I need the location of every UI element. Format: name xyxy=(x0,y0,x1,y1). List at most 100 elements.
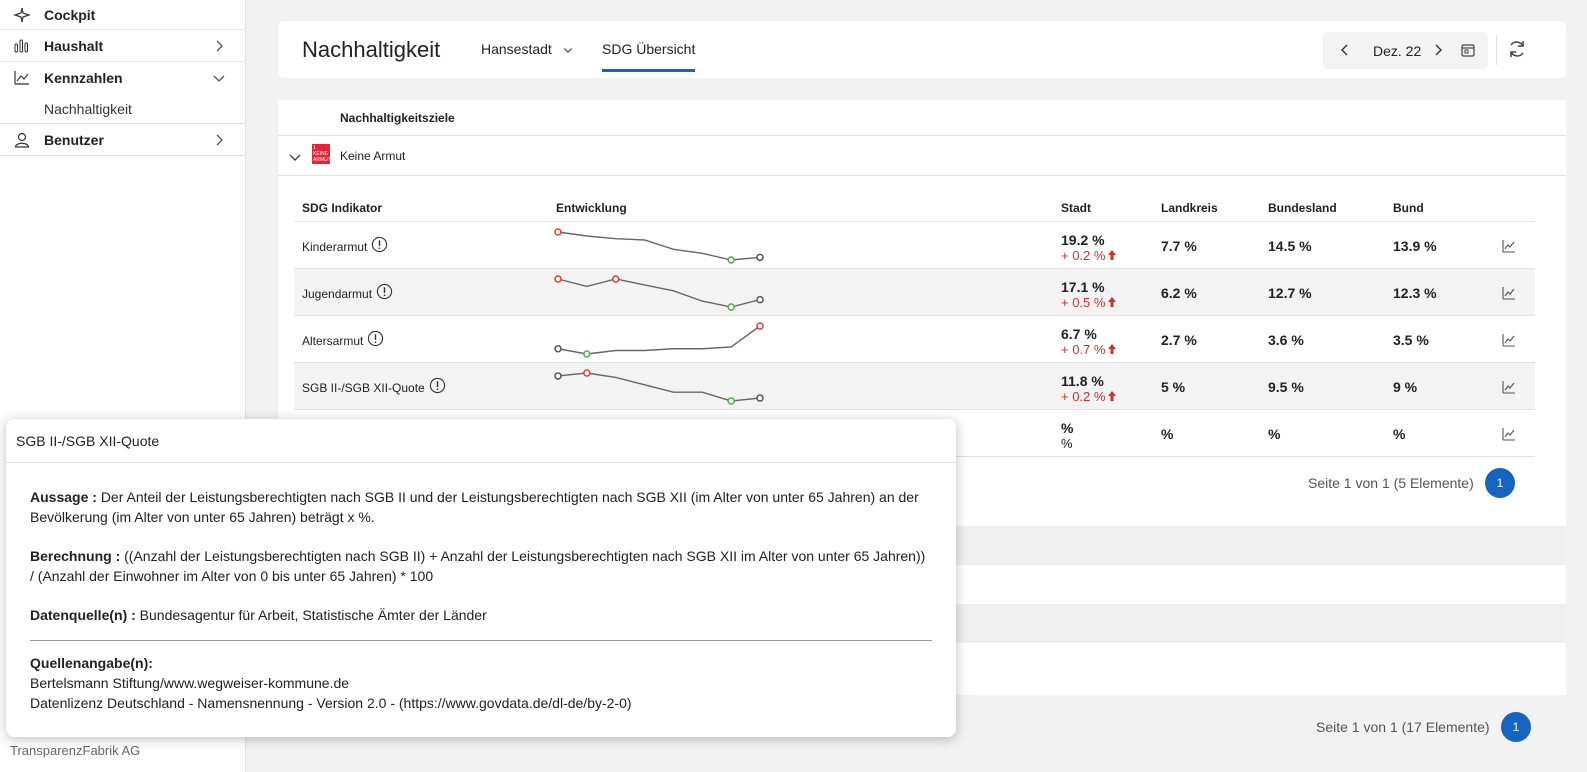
sparkline-max-point xyxy=(611,275,620,283)
info-icon[interactable] xyxy=(371,236,388,253)
chevron-right-icon xyxy=(216,134,223,146)
city-delta: % xyxy=(1061,436,1073,451)
col-trend: Entwicklung xyxy=(556,201,627,215)
refresh-icon[interactable] xyxy=(1506,38,1528,60)
state-value: 3.6 % xyxy=(1268,332,1304,348)
district-value: % xyxy=(1161,426,1174,442)
arrow-up-icon xyxy=(1108,344,1117,354)
goals-header: Nachhaltigkeitsziele xyxy=(278,100,1566,136)
district-value: 2.7 % xyxy=(1161,332,1197,348)
federal-value: 9 % xyxy=(1393,379,1418,395)
sidebar-item-label: Benutzer xyxy=(44,131,104,148)
trend-sparkline xyxy=(554,275,764,311)
pager-text: Seite 1 von 1 (5 Elemente) xyxy=(1308,475,1474,491)
chevron-down-icon xyxy=(213,75,225,82)
chevron-down-icon[interactable] xyxy=(287,149,303,165)
sdg-goal-icon: 1 KEINE ARMUT xyxy=(312,144,330,164)
statement-text: Der Anteil der Leistungsberechtigten nac… xyxy=(30,489,919,525)
col-city: Stadt xyxy=(1061,201,1091,215)
trend-sparkline xyxy=(554,322,764,358)
district-value: 5 % xyxy=(1161,379,1186,395)
sources-label: Quellenangabe(n): xyxy=(30,655,153,671)
source-line: Datenlizenz Deutschland - Namensnennung … xyxy=(30,695,632,711)
city-delta: + 0.5 % xyxy=(1061,295,1117,310)
state-value: 14.5 % xyxy=(1268,238,1312,254)
sparkline-end-point xyxy=(756,394,764,402)
city-delta-text: + 0.2 % xyxy=(1061,389,1106,404)
page-title: Nachhaltigkeit xyxy=(302,37,441,62)
sidebar-item-cockpit[interactable]: Cockpit xyxy=(0,0,245,30)
goal-row[interactable]: 1 KEINE ARMUT Keine Armut xyxy=(278,136,1566,176)
chevron-right-icon[interactable] xyxy=(1430,42,1446,58)
calculation-text: ((Anzahl der Leistungsberechtigten nach … xyxy=(30,548,926,584)
info-icon[interactable] xyxy=(429,377,446,394)
indicator-table: SDG Indikator Entwicklung Stadt Landkrei… xyxy=(294,192,1535,457)
tab-sdg-overview[interactable]: SDG Übersicht xyxy=(602,41,696,72)
calendar-icon[interactable] xyxy=(1460,42,1476,58)
sources: Quellenangabe(n): Bertelsmann Stiftung/w… xyxy=(30,653,932,713)
sidebar-item-haushalt[interactable]: Haushalt xyxy=(0,30,245,62)
chart-icon[interactable] xyxy=(1502,239,1516,253)
chart-icon[interactable] xyxy=(1502,427,1516,441)
city-delta-text: + 0.2 % xyxy=(1061,248,1106,263)
sparkline-path xyxy=(557,372,761,402)
sidebar-subitem-nachhaltigkeit[interactable]: Nachhaltigkeit xyxy=(0,94,245,124)
period-label: Dez. 22 xyxy=(1373,43,1422,59)
col-district: Landkreis xyxy=(1161,201,1218,215)
table-row: Altersarmut 6.7 % + 0.7 % 2.7 % 3.6 % 3.5 % xyxy=(294,316,1535,363)
column-header: Nachhaltigkeitsziele xyxy=(340,111,455,125)
sparkline-min-point xyxy=(727,397,735,405)
city-value-number: 11.8 % xyxy=(1061,373,1104,389)
trend-sparkline xyxy=(554,228,764,264)
sidebar-item-benutzer[interactable]: Benutzer xyxy=(0,124,245,156)
sparkline-start-point xyxy=(554,228,562,236)
tab-hansestadt[interactable]: Hansestadt xyxy=(481,41,574,57)
table-row: Jugendarmut 17.1 % + 0.5 % 6.2 % 12.7 % 12.3 … xyxy=(294,269,1535,316)
data-source-label: Datenquelle(n) : xyxy=(30,607,136,623)
city-delta: + 0.7 % xyxy=(1061,342,1117,357)
sparkline-start-point xyxy=(554,345,562,353)
city-value-number: 6.7 % xyxy=(1061,326,1097,342)
city-value-number: 17.1 % xyxy=(1061,279,1105,295)
tab-label: Hansestadt xyxy=(481,41,552,57)
outer-pager-page-button[interactable]: 1 xyxy=(1501,712,1531,742)
footer-company: TransparenzFabrik AG xyxy=(10,743,141,758)
statement-label: Aussage : xyxy=(30,489,97,505)
arrow-up-icon xyxy=(1108,250,1117,260)
chart-icon[interactable] xyxy=(1502,333,1516,347)
sparkline-path xyxy=(557,325,761,355)
chevron-left-icon[interactable] xyxy=(1337,42,1353,58)
user-icon xyxy=(12,130,32,150)
sidebar-item-label: Cockpit xyxy=(44,6,96,23)
calculation: Berechnung : ((Anzahl der Leistungsberec… xyxy=(30,546,932,586)
info-icon[interactable] xyxy=(376,283,393,300)
sidebar-item-kennzahlen[interactable]: Kennzahlen xyxy=(0,62,245,94)
sparkline-min-point xyxy=(583,350,591,358)
table-row: Kinderarmut 19.2 % + 0.2 % 7.7 % 14.5 % 13.9 … xyxy=(294,222,1535,269)
indicator-label: Altersarmut xyxy=(302,334,364,348)
info-icon[interactable] xyxy=(367,330,384,347)
city-delta-text: + 0.7 % xyxy=(1061,342,1106,357)
plane-icon xyxy=(12,5,32,25)
sparkline-max-point xyxy=(583,369,591,377)
district-value: 6.2 % xyxy=(1161,285,1197,301)
city-value: %% xyxy=(1061,420,1073,451)
chart-icon[interactable] xyxy=(1502,380,1516,394)
pager-page-button[interactable]: 1 xyxy=(1485,468,1515,498)
sparkline-path xyxy=(557,231,761,261)
trend-sparkline xyxy=(554,369,764,405)
federal-value: 13.9 % xyxy=(1393,238,1437,254)
indicator-name: SGB II-/SGB XII-Quote xyxy=(302,377,446,395)
statement: Aussage : Der Anteil der Leistungsberech… xyxy=(30,487,932,527)
sparkline-path xyxy=(557,278,761,308)
col-state: Bundesland xyxy=(1268,201,1337,215)
data-source: Datenquelle(n) : Bundesagentur für Arbei… xyxy=(30,605,932,625)
chevron-right-icon xyxy=(216,40,223,52)
indicator-table-header: SDG Indikator Entwicklung Stadt Landkrei… xyxy=(294,192,1535,222)
period-selector: Dez. 22 xyxy=(1323,32,1488,69)
outer-pager-text: Seite 1 von 1 (17 Elemente) xyxy=(1316,719,1490,735)
col-federal: Bund xyxy=(1393,201,1424,215)
sparkline-start-point xyxy=(554,275,562,283)
sidebar-item-label: Kennzahlen xyxy=(44,70,123,86)
chart-icon[interactable] xyxy=(1502,286,1516,300)
